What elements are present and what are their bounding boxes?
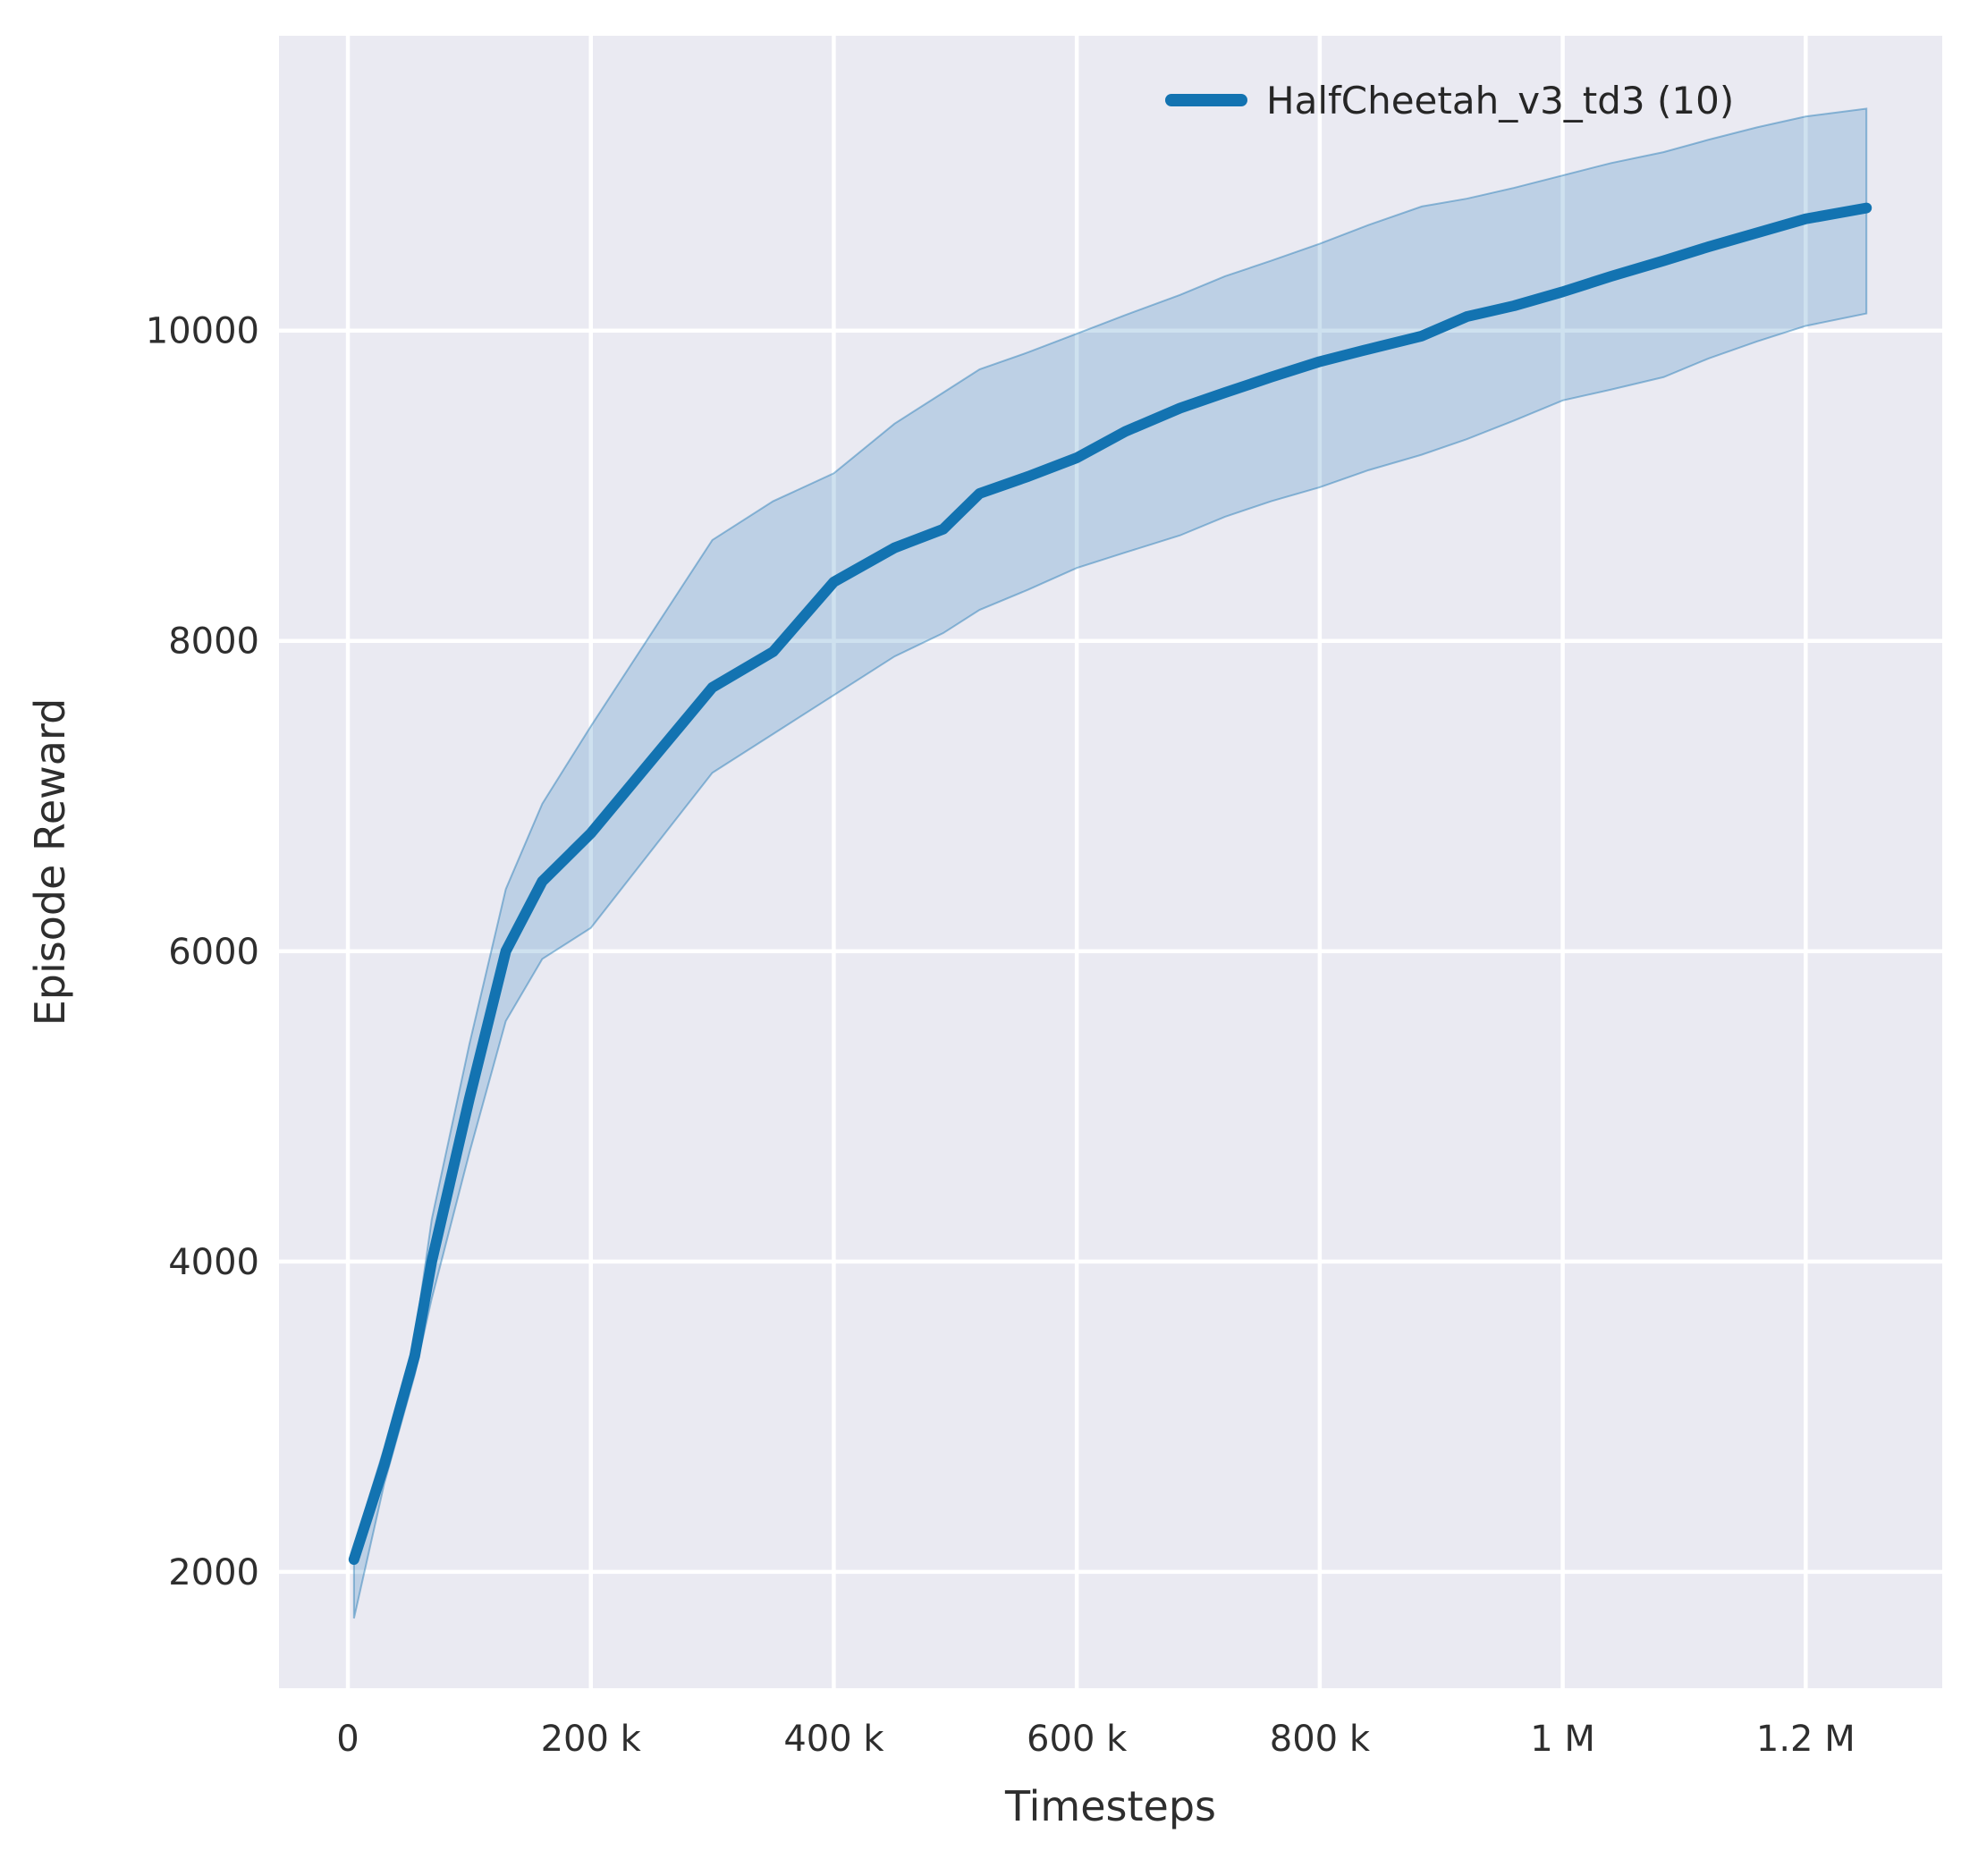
y-tick-labels: 2000 4000 6000 8000 10000	[146, 311, 259, 1593]
x-tick-label: 800 k	[1270, 1719, 1371, 1760]
mean-line	[348, 202, 1872, 1565]
x-tick-label: 200 k	[541, 1719, 642, 1760]
x-tick-labels: 0 200 k 400 k 600 k 800 k 1 M 1.2 M	[336, 1719, 1855, 1760]
x-tick-label: 400 k	[783, 1719, 884, 1760]
gridlines	[279, 36, 1942, 1688]
x-tick-label: 1 M	[1530, 1719, 1595, 1760]
legend: HalfCheetah_v3_td3 (10)	[1165, 79, 1734, 123]
x-tick-label: 600 k	[1027, 1719, 1128, 1760]
x-tick-label: 1.2 M	[1756, 1719, 1855, 1760]
legend-label: HalfCheetah_v3_td3 (10)	[1266, 79, 1734, 123]
y-tick-label: 6000	[168, 932, 259, 973]
x-tick-label: 0	[336, 1719, 359, 1760]
y-tick-label: 2000	[168, 1552, 259, 1593]
y-tick-label: 8000	[168, 621, 259, 663]
y-tick-label: 10000	[146, 311, 259, 352]
y-axis-label: Episode Reward	[26, 698, 74, 1027]
confidence-band	[352, 107, 1868, 1619]
x-axis-label: Timesteps	[1004, 1782, 1216, 1830]
y-tick-label: 4000	[168, 1242, 259, 1283]
